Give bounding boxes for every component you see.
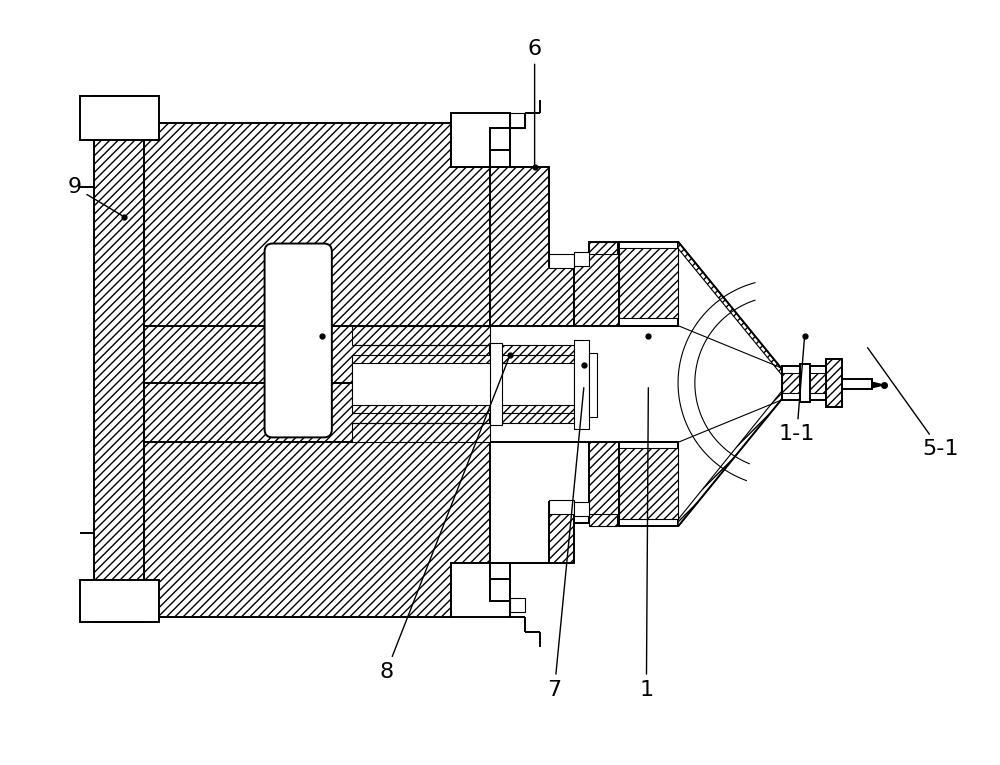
Polygon shape [144, 123, 490, 383]
Bar [589, 513, 617, 526]
Bar [574, 502, 589, 516]
Polygon shape [619, 448, 678, 519]
Bar [842, 379, 872, 389]
Text: 7: 7 [547, 388, 584, 700]
Polygon shape [574, 242, 619, 326]
Polygon shape [619, 249, 678, 317]
Bar [589, 242, 617, 255]
Polygon shape [451, 113, 510, 168]
Polygon shape [678, 242, 787, 375]
Bar [589, 353, 597, 417]
Polygon shape [94, 96, 144, 623]
Polygon shape [872, 382, 884, 388]
Bar [574, 252, 589, 266]
Polygon shape [490, 168, 574, 326]
Bar [352, 355, 574, 412]
Bar [490, 343, 502, 425]
Bar [549, 500, 574, 513]
Polygon shape [352, 422, 490, 442]
Polygon shape [352, 326, 490, 346]
Bar [490, 579, 510, 601]
Polygon shape [451, 563, 510, 617]
Bar [782, 373, 826, 393]
Bar [574, 340, 589, 429]
Polygon shape [826, 360, 842, 407]
Text: 1: 1 [639, 388, 653, 700]
Text: 1-1: 1-1 [779, 338, 815, 444]
Polygon shape [619, 442, 678, 526]
Polygon shape [80, 96, 159, 140]
FancyBboxPatch shape [265, 243, 332, 438]
Bar [510, 113, 525, 128]
Polygon shape [574, 442, 619, 523]
Text: 9: 9 [68, 177, 122, 216]
Polygon shape [144, 383, 490, 617]
Text: 5-1: 5-1 [868, 347, 958, 459]
Bar [549, 255, 574, 269]
Text: 8: 8 [379, 358, 509, 682]
Text: 6: 6 [528, 39, 542, 164]
Bar [352, 363, 574, 405]
Polygon shape [490, 502, 574, 563]
Polygon shape [619, 242, 678, 326]
Polygon shape [678, 391, 787, 526]
Bar [510, 597, 525, 613]
Polygon shape [490, 346, 574, 422]
Bar [490, 128, 510, 150]
Bar [800, 364, 810, 402]
Polygon shape [80, 580, 159, 623]
Bar [782, 366, 826, 400]
